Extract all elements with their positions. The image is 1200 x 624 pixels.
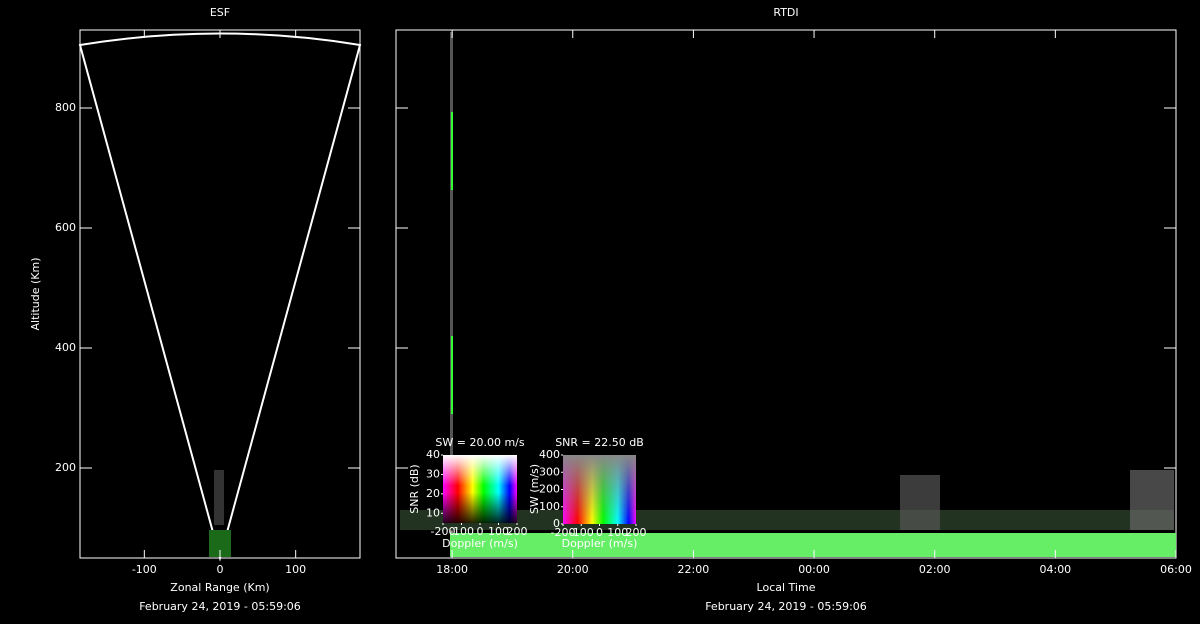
- x-axis-label: Zonal Range (Km): [170, 581, 269, 594]
- color-key-shade: [563, 455, 636, 524]
- color-key-y-tick-label: 0: [553, 517, 560, 530]
- y-axis-label: Altitude (Km): [29, 258, 42, 331]
- color-key-y-tick-label: 200: [539, 483, 560, 496]
- x-tick-label: 100: [285, 563, 306, 576]
- echo-band: [900, 475, 940, 530]
- x-tick-label: 0: [217, 563, 224, 576]
- color-key-y-label: SW (m/s): [528, 464, 541, 514]
- color-key-title: SNR = 22.50 dB: [555, 436, 644, 449]
- y-tick-label: 400: [55, 341, 76, 354]
- rtdi-panel: [395, 29, 1177, 559]
- color-key-y-tick-label: 10: [426, 506, 440, 519]
- x-tick-label: 04:00: [1039, 563, 1071, 576]
- echo-band: [1130, 470, 1174, 530]
- x-tick-label: 22:00: [678, 563, 710, 576]
- timestamp: February 24, 2019 - 05:59:06: [705, 600, 867, 613]
- color-key-shade: [443, 455, 517, 523]
- color-key-x-tick-label: 200: [507, 525, 528, 538]
- timestamp: February 24, 2019 - 05:59:06: [139, 600, 301, 613]
- echo-patch: [214, 470, 224, 525]
- x-tick-label: -100: [132, 563, 157, 576]
- panel-title: RTDI: [773, 6, 798, 19]
- x-tick-label: 06:00: [1160, 563, 1192, 576]
- echo-streak: [451, 112, 453, 190]
- panel-title: ESF: [210, 6, 230, 19]
- color-key-y-tick-label: 30: [426, 467, 440, 480]
- color-key-x-tick-label: -200: [551, 526, 576, 539]
- color-key-y-tick-label: 300: [539, 465, 560, 478]
- color-key-y-tick-label: 100: [539, 500, 560, 513]
- color-key-y-tick-label: 40: [426, 448, 440, 461]
- color-key-y-tick-label: 400: [539, 448, 560, 461]
- y-tick-label: 800: [55, 101, 76, 114]
- x-tick-label: 02:00: [919, 563, 951, 576]
- color-key-x-label: Doppler (m/s): [442, 537, 518, 550]
- color-key-x-tick-label: 100: [488, 525, 509, 538]
- y-tick-label: 200: [55, 461, 76, 474]
- color-key-title: SW = 20.00 m/s: [435, 436, 524, 449]
- echo-streak: [451, 336, 453, 414]
- color-key-x-tick-label: -100: [569, 526, 594, 539]
- color-key-x-tick-label: 100: [607, 526, 628, 539]
- color-key-y-tick-label: 20: [426, 487, 440, 500]
- x-tick-label: 00:00: [798, 563, 830, 576]
- color-key-y-label: SNR (dB): [408, 464, 421, 513]
- x-tick-label: 20:00: [557, 563, 589, 576]
- color-key-x-tick-label: -100: [449, 525, 474, 538]
- echo-streak: [450, 32, 453, 552]
- x-axis-label: Local Time: [757, 581, 816, 594]
- echo-patch: [209, 530, 231, 557]
- color-key-x-tick-label: 200: [626, 526, 647, 539]
- x-tick-label: 18:00: [436, 563, 468, 576]
- esf-panel: [78, 29, 362, 562]
- color-key-x-tick-label: 0: [596, 526, 603, 539]
- color-key-x-label: Doppler (m/s): [562, 537, 638, 550]
- y-tick-label: 600: [55, 221, 76, 234]
- rtdi-frame: [395, 29, 1177, 559]
- color-key-x-tick-label: -200: [431, 525, 456, 538]
- color-key-x-tick-label: 0: [477, 525, 484, 538]
